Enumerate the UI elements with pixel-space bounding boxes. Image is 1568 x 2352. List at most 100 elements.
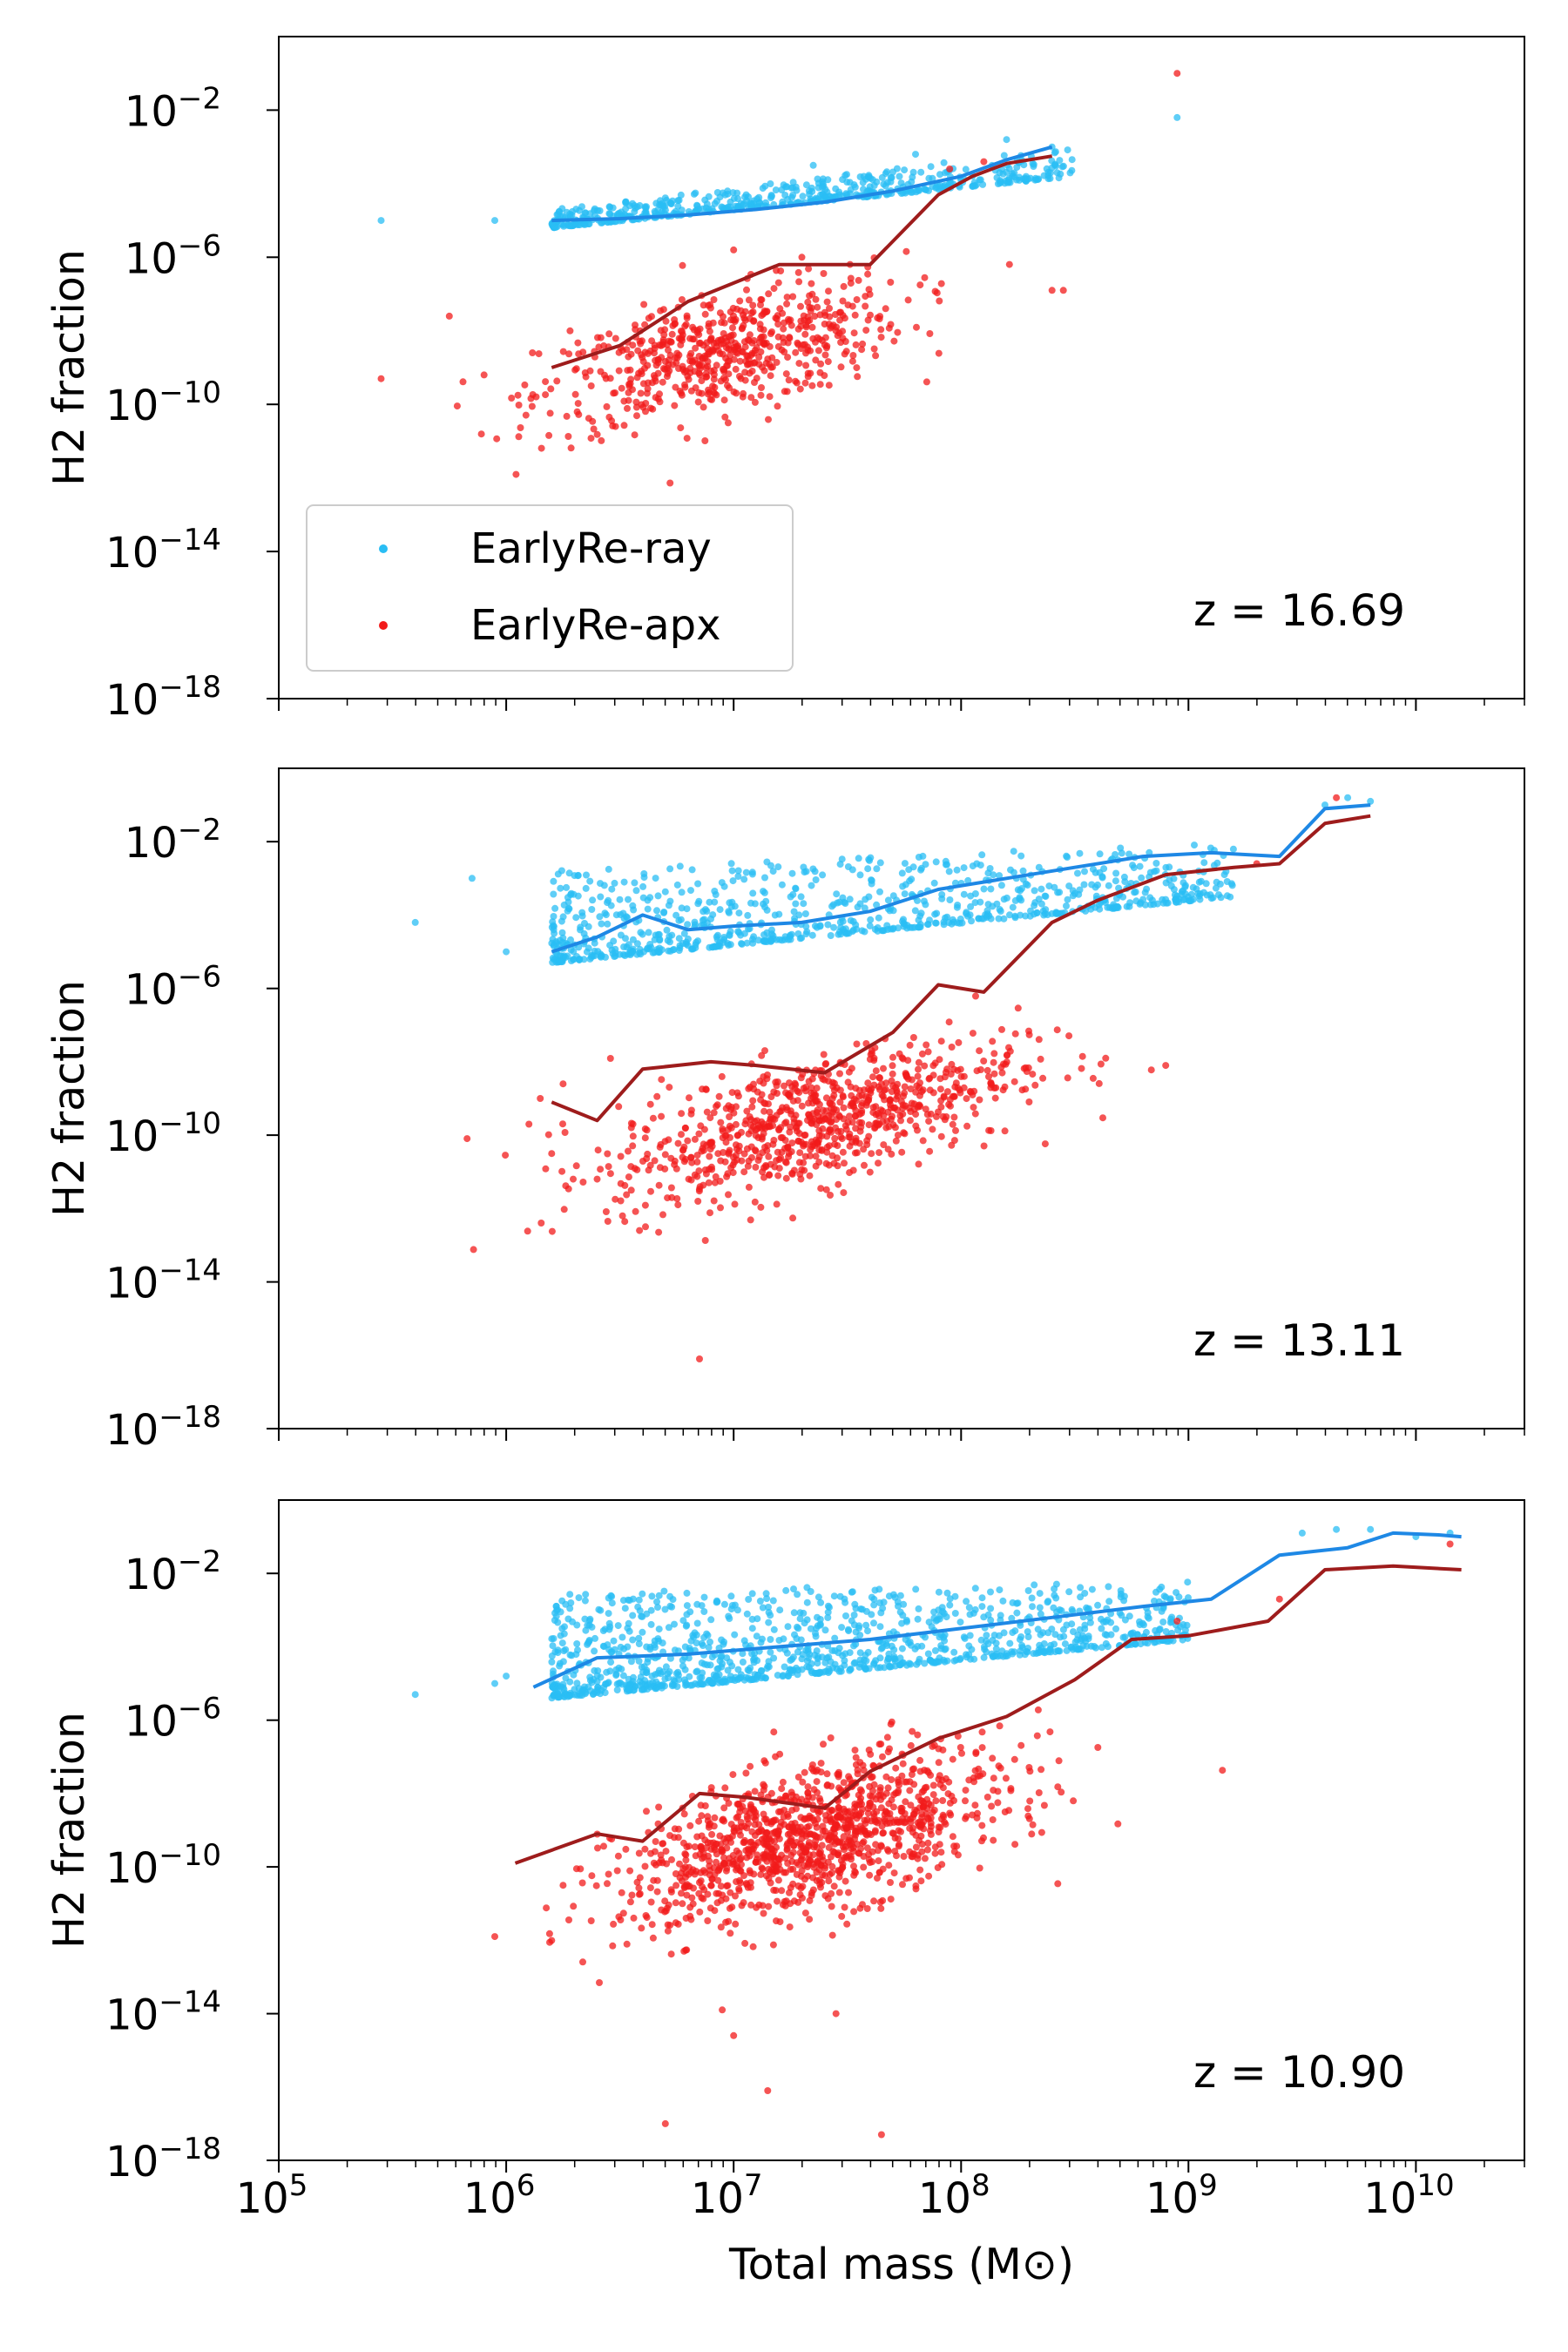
ray-point-outlier	[1333, 1525, 1341, 1533]
apx-point	[785, 376, 793, 384]
ray-point	[643, 203, 650, 211]
apx-point	[852, 1139, 860, 1146]
apx-point	[794, 1882, 802, 1889]
ray-point	[824, 1602, 832, 1610]
ray-point	[618, 1633, 626, 1641]
apx-point	[627, 1119, 635, 1127]
apx-point	[656, 1164, 664, 1172]
apx-point	[862, 302, 869, 310]
ray-point	[901, 860, 909, 868]
ray-point	[610, 937, 618, 945]
apx-point	[1035, 1036, 1043, 1044]
ray-point	[1000, 1629, 1008, 1637]
ray-point	[794, 1625, 802, 1632]
ray-point	[761, 937, 769, 944]
ray-point	[668, 931, 676, 939]
apx-point	[757, 1791, 765, 1799]
ray-point	[668, 1680, 676, 1688]
ray-point	[980, 885, 988, 893]
apx-point	[741, 1939, 749, 1947]
ray-point	[1213, 878, 1220, 886]
ray-point	[1166, 1619, 1174, 1626]
ray-point	[812, 1632, 820, 1640]
ray-point	[763, 858, 771, 866]
apx-point	[888, 1150, 896, 1158]
ray-point	[1227, 893, 1234, 901]
apx-point	[976, 1096, 983, 1104]
ray-point	[1008, 1614, 1016, 1622]
apx-point	[887, 279, 895, 286]
ray-point	[625, 1596, 632, 1604]
apx-point	[686, 1912, 694, 1920]
ray-point	[640, 870, 648, 877]
ray-point	[1212, 884, 1220, 892]
ray-point	[946, 896, 954, 903]
apx-point	[628, 1891, 636, 1899]
apx-point	[605, 330, 613, 338]
apx-point	[537, 444, 545, 452]
ray-point	[819, 871, 827, 879]
apx-point	[798, 1102, 806, 1110]
apx-point	[782, 1174, 790, 1182]
apx-point	[502, 1152, 510, 1159]
apx-point	[1024, 1805, 1031, 1813]
apx-point	[1070, 1797, 1078, 1805]
apx-point	[868, 1150, 875, 1158]
ray-point	[693, 1631, 700, 1639]
apx-point	[936, 1056, 943, 1064]
apx-point	[561, 1129, 569, 1136]
ray-point	[558, 1625, 566, 1632]
apx-point	[870, 1781, 878, 1788]
apx-point	[899, 1760, 907, 1767]
ray-point	[748, 1590, 756, 1598]
apx-point	[615, 367, 623, 375]
ray-point	[1048, 157, 1056, 165]
ray-point	[789, 890, 797, 898]
apx-point	[673, 1195, 681, 1202]
apx-point	[674, 1920, 682, 1928]
apx-point	[633, 1166, 641, 1173]
ray-point	[782, 1586, 790, 1594]
apx-point	[674, 1201, 682, 1209]
apx-point	[711, 1871, 719, 1879]
apx-point	[727, 352, 733, 360]
apx-point	[565, 350, 573, 358]
apx-point	[949, 1092, 956, 1100]
ray-point	[879, 1605, 887, 1612]
apx-point	[849, 352, 857, 359]
ray-point	[1051, 1648, 1059, 1656]
ray-point	[816, 1620, 824, 1628]
ray-point	[573, 1621, 581, 1629]
ray-point	[571, 872, 578, 880]
apx-point	[794, 1138, 802, 1145]
apx-point	[865, 1121, 873, 1129]
apx-point	[691, 356, 699, 364]
apx-point	[807, 369, 814, 377]
apx-point	[828, 1903, 835, 1910]
ray-point	[1228, 882, 1236, 889]
apx-point	[713, 362, 720, 369]
apx-point	[839, 1148, 847, 1156]
apx-point	[768, 363, 776, 371]
apx-point-outlier	[980, 158, 988, 166]
ray-point	[829, 901, 837, 909]
apx-point	[659, 378, 666, 386]
apx-point	[692, 344, 700, 352]
apx-point	[915, 1058, 923, 1066]
apx-point	[760, 1130, 767, 1138]
ray-point	[873, 178, 881, 186]
ray-point	[819, 175, 827, 183]
apx-point	[572, 1162, 580, 1170]
ray-point	[1116, 1609, 1124, 1617]
apx-point	[1033, 1732, 1041, 1740]
ray-point	[912, 1585, 920, 1593]
apx-point	[933, 289, 941, 297]
ray-point	[1152, 867, 1160, 875]
ray-point	[900, 1600, 908, 1608]
ray-point	[559, 1684, 567, 1692]
apx-point	[1064, 1074, 1071, 1082]
apx-point	[470, 1246, 477, 1254]
ray-point	[557, 1608, 564, 1616]
apx-point	[592, 1882, 600, 1889]
ray-point	[848, 1588, 856, 1596]
